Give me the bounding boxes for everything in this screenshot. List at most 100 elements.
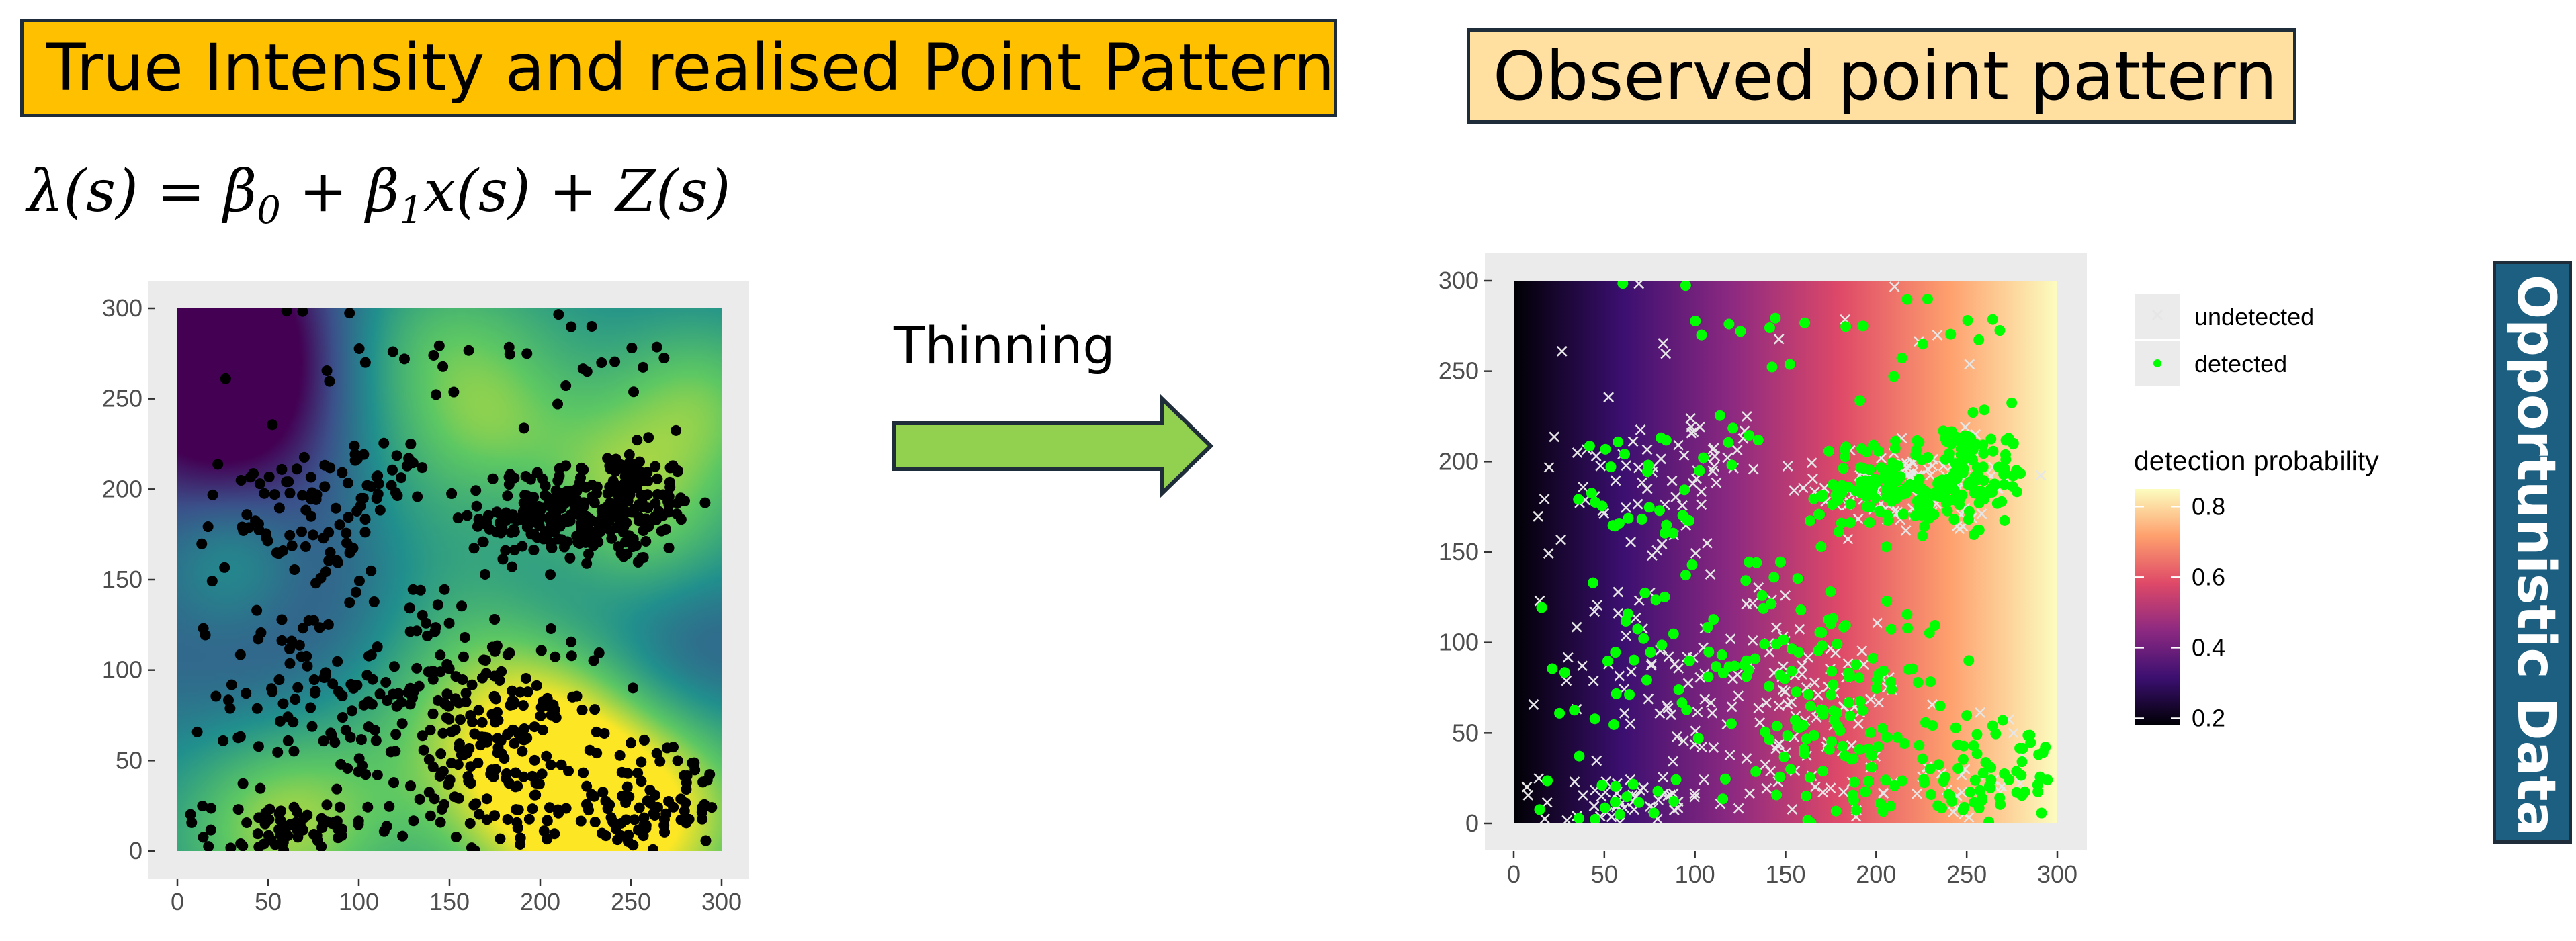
undetected-point: [1549, 431, 1560, 443]
undetected-point: [1957, 787, 1967, 798]
true-point: [273, 674, 285, 686]
true-point: [430, 622, 441, 633]
detected-point: [1998, 469, 2010, 480]
detected-point: [1987, 720, 1998, 731]
detected-point: [2036, 807, 2047, 819]
detected-point: [1741, 655, 1752, 666]
true-point: [515, 686, 526, 698]
detected-point: [1945, 328, 1957, 340]
true-point: [575, 472, 587, 484]
true-point: [470, 845, 481, 851]
undetected-point: [1687, 478, 1699, 489]
y-tick-label: 50: [1452, 719, 1479, 746]
undetected-point: [1589, 606, 1600, 617]
detected-point: [1944, 789, 1955, 801]
undetected-point: [1889, 281, 1900, 292]
true-point: [566, 650, 577, 662]
true-point: [378, 437, 390, 449]
true-point: [549, 510, 560, 522]
true-point: [518, 734, 529, 746]
undetected-point: [1780, 686, 1791, 697]
true-point: [355, 492, 367, 504]
detected-point: [1983, 816, 1995, 823]
true-point: [589, 704, 601, 715]
y-tick-label: 100: [1439, 629, 1479, 656]
true-point: [604, 799, 615, 811]
true-point: [344, 547, 355, 559]
true-point: [671, 508, 683, 520]
true-point: [675, 793, 687, 805]
true-point: [699, 497, 711, 508]
opportunistic-data-tab: Opportunistic Data: [2493, 261, 2572, 844]
detected-point: [1847, 789, 1858, 801]
detected-points: [1534, 281, 2053, 823]
detected-point: [1919, 777, 1930, 789]
undetected-point: [1627, 436, 1639, 447]
legend-label-undetected: undetected: [2194, 303, 2314, 330]
detected-point: [1961, 447, 1972, 458]
detected-point: [1877, 806, 1889, 817]
detected-point: [1881, 595, 1893, 607]
true-point: [336, 830, 347, 841]
true-point: [390, 729, 402, 740]
true-point: [427, 708, 439, 719]
true-point: [353, 815, 364, 827]
true-point: [388, 688, 399, 700]
true-point: [241, 688, 252, 699]
undetected-point: [1690, 547, 1701, 559]
true-point: [432, 599, 443, 611]
detected-point: [1987, 445, 1999, 457]
right-y-axis: 0 50 100 150 200 250 300: [1439, 267, 1492, 837]
true-point: [290, 694, 301, 705]
undetected-point: [1774, 700, 1785, 711]
undetected-point: [1666, 475, 1678, 486]
true-point: [639, 515, 650, 527]
detected-point: [2024, 729, 2036, 741]
true-point: [495, 833, 506, 844]
true-point: [476, 731, 488, 743]
true-point: [298, 451, 310, 463]
detected-point: [1708, 614, 1719, 625]
detected-point: [1995, 799, 2006, 810]
undetected-point: [1638, 782, 1649, 793]
detected-point: [1813, 508, 1825, 520]
true-point: [368, 596, 380, 608]
undetected-point: [1809, 677, 1820, 688]
true-point: [455, 714, 466, 725]
true-point: [659, 826, 671, 838]
true-point: [470, 798, 482, 809]
true-point: [578, 510, 590, 521]
detected-point: [1602, 656, 1613, 667]
colorbar: [2135, 489, 2180, 725]
undetected-point: [1964, 359, 1975, 370]
undetected-point: [1747, 598, 1758, 609]
detected-point: [1610, 647, 1621, 658]
true-point: [198, 832, 209, 843]
intensity-formula: λ(s) = β0 + β1x(s) + Z(s): [27, 158, 730, 232]
undetected-point: [1711, 477, 1722, 488]
undetected-point: [1632, 498, 1643, 510]
detected-point: [1991, 498, 2003, 509]
detected-point: [1534, 804, 1545, 815]
true-point: [651, 341, 662, 353]
true-point: [519, 723, 530, 735]
detected-point: [1596, 500, 1608, 512]
undetected-point: [1682, 678, 1694, 689]
detected-point: [1929, 619, 1940, 631]
true-point: [624, 449, 635, 460]
detected-point: [1680, 570, 1691, 581]
detected-point: [1880, 774, 1891, 786]
true-point: [497, 553, 509, 565]
true-point: [460, 688, 472, 699]
true-point: [583, 548, 594, 559]
detected-point: [1957, 467, 1969, 478]
true-point: [586, 491, 597, 502]
true-point: [502, 490, 513, 502]
true-point: [248, 468, 259, 480]
undetected-point: [1678, 450, 1690, 461]
colorbar-tick-label: 0.2: [2192, 704, 2225, 731]
undetected-point: [1603, 392, 1615, 403]
x-tick-label: 250: [1946, 860, 1987, 888]
true-point: [421, 630, 433, 641]
undetected-point: [1748, 463, 1759, 475]
